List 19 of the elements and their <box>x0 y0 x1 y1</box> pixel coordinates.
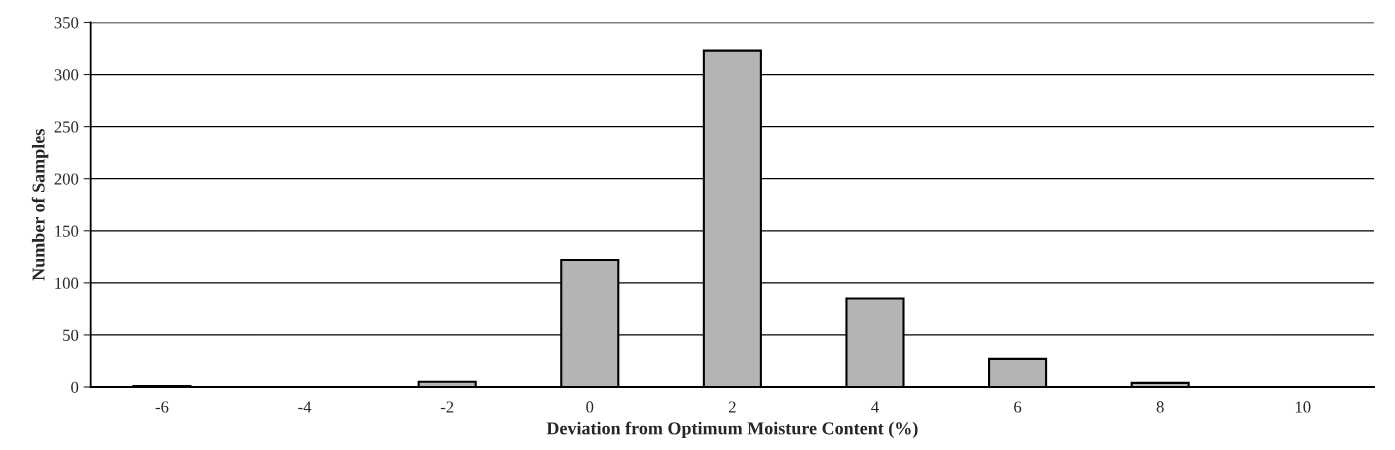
y-tick-label: 100 <box>55 277 79 289</box>
y-tick-label: 300 <box>54 69 79 81</box>
y-tick-label: 250 <box>54 121 79 133</box>
x-tick-label: -4 <box>298 401 312 413</box>
x-tick-label: 6 <box>1014 401 1022 413</box>
x-tick-label: -6 <box>155 401 169 413</box>
y-tick-label: 350 <box>54 17 79 29</box>
y-axis-title: Number of Samples <box>31 129 49 281</box>
x-tick-label: 2 <box>728 401 736 413</box>
y-tick-label: 50 <box>63 329 79 341</box>
y-tick-label: 150 <box>55 225 79 237</box>
x-tick-label: 0 <box>586 401 594 413</box>
y-tick-label: 200 <box>54 173 79 185</box>
x-axis-title: Deviation from Optimum Moisture Content (%) <box>546 421 918 439</box>
x-tick-label: 8 <box>1156 401 1164 413</box>
x-tick-label: 4 <box>871 401 879 413</box>
x-tick-label: -2 <box>440 401 454 413</box>
y-tick-label: 0 <box>71 381 79 393</box>
x-tick-label: 10 <box>1295 401 1311 413</box>
